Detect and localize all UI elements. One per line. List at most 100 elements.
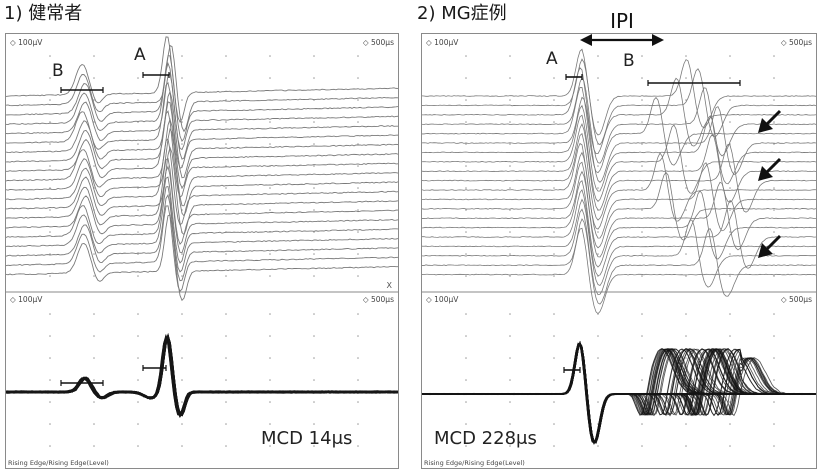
mg-top-grid-dot: [685, 187, 687, 189]
mg-top-grid-dot: [509, 231, 511, 233]
mg-bottom-grid-dot: [465, 357, 467, 359]
mg-top-grid-dot: [685, 275, 687, 277]
mg-bottom-grid-dot: [641, 357, 643, 359]
mg-top-grid-dot: [773, 55, 775, 57]
label-b: B: [623, 51, 635, 71]
mg-bottom-grid-dot: [773, 335, 775, 337]
healthy-top-grid-dot: [225, 253, 227, 255]
sweep-trace: [6, 44, 398, 133]
mg-bottom-grid-dot: [509, 357, 511, 359]
mg-top-grid-dot: [641, 275, 643, 277]
mg-top-grid-dot: [553, 253, 555, 255]
sweep-trace: [6, 185, 398, 273]
healthy-top-grid-dot: [357, 77, 359, 79]
mg-bottom-grid-dot: [773, 445, 775, 447]
healthy-top-grid-dot: [225, 55, 227, 57]
mg-bottom-grid-dot: [597, 379, 599, 381]
healthy-top-grid-dot: [49, 209, 51, 211]
healthy-top-grid-dot: [269, 143, 271, 145]
healthy-bottom-grid-dot: [357, 401, 359, 403]
ipi-arrow-right-icon: [652, 34, 664, 46]
mg-top-grid-dot: [465, 143, 467, 145]
healthy-bottom-grid-dot: [181, 313, 183, 315]
mg-bottom-grid-dot: [729, 423, 731, 425]
mg-top-grid-dot: [729, 209, 731, 211]
mg-bottom-grid-dot: [509, 423, 511, 425]
mg-top-grid-dot: [465, 231, 467, 233]
mg-top-grid-dot: [465, 121, 467, 123]
mg-top-grid-dot: [465, 209, 467, 211]
sweep-trace: [6, 72, 398, 160]
healthy-top-grid-dot: [93, 275, 95, 277]
mg-bottom-grid-dot: [597, 335, 599, 337]
healthy-top-grid-dot: [93, 253, 95, 255]
mg-bottom-grid-dot: [553, 401, 555, 403]
mg-top-grid-dot: [729, 77, 731, 79]
mg-top-grid-dot: [641, 121, 643, 123]
mg-bottom-time-label: ◇ 500μs: [781, 295, 812, 304]
sweep-trace: [422, 218, 816, 305]
healthy-bottom-grid-dot: [93, 401, 95, 403]
mg-top-grid-dot: [641, 55, 643, 57]
healthy-bottom-grid-dot: [181, 379, 183, 381]
healthy-top-grid-dot: [49, 275, 51, 277]
healthy-top-grid-dot: [269, 209, 271, 211]
mg-top-grid-dot: [597, 55, 599, 57]
sweep-trace: [6, 90, 398, 179]
superimposed-trace: [6, 337, 398, 416]
mg-bottom-grid-dot: [773, 313, 775, 315]
mcd-label-healthy: MCD 14μs: [261, 428, 352, 449]
mg-top-grid-dot: [729, 55, 731, 57]
healthy-top-grid-dot: [137, 231, 139, 233]
ipi-label: IPI: [610, 9, 634, 33]
healthy-bottom-grid-dot: [225, 357, 227, 359]
label-b: B: [52, 61, 64, 81]
healthy-top-grid-dot: [313, 209, 315, 211]
mg-top-grid-dot: [685, 253, 687, 255]
healthy-top-grid-dot: [137, 99, 139, 101]
healthy-top-grid-dot: [181, 99, 183, 101]
superimposed-trace: [6, 333, 398, 417]
mg-top-grid-dot: [509, 55, 511, 57]
healthy-top-grid-dot: [313, 77, 315, 79]
mg-bottom-grid-dot: [509, 335, 511, 337]
mg-top-grid-dot: [509, 275, 511, 277]
healthy-bottom-grid-dot: [49, 313, 51, 315]
sweep-trace: [422, 104, 816, 192]
healthy-bottom-grid-dot: [49, 445, 51, 447]
mg-top-grid-dot: [553, 143, 555, 145]
mg-top-grid-dot: [641, 187, 643, 189]
superimposed-trace: [6, 335, 398, 417]
emg-panel-mg: ◇ 100μV ◇ 500μs A B ◇ 100μV ◇ 500μs MCD 228μs R…: [421, 33, 817, 469]
sweep-trace: [6, 101, 398, 189]
healthy-bottom-grid-dot: [313, 401, 315, 403]
sweep-trace: [6, 117, 398, 207]
mg-top-grid-dot: [597, 77, 599, 79]
healthy-top-grid-dot: [49, 187, 51, 189]
healthy-bottom-grid-dot: [49, 357, 51, 359]
mg-bottom-grid-dot: [553, 357, 555, 359]
superimposed-trace: [6, 334, 398, 418]
trigger-label-healthy: Rising Edge/Rising Edge(Level): [8, 459, 109, 467]
mg-top-grid-dot: [553, 99, 555, 101]
healthy-top-grid-dot: [357, 99, 359, 101]
sweep-trace: [422, 122, 816, 211]
mg-bottom-grid-dot: [685, 335, 687, 337]
sweep-trace: [422, 142, 816, 230]
healthy-top-grid-dot: [269, 275, 271, 277]
mg-bottom-grid-dot: [509, 379, 511, 381]
corner-mark: X: [387, 281, 393, 290]
mg-top-grid-dot: [465, 99, 467, 101]
sweep-trace: [422, 86, 816, 174]
healthy-bottom-grid-dot: [225, 401, 227, 403]
healthy-top-grid-dot: [137, 55, 139, 57]
healthy-bottom-grid-dot: [269, 313, 271, 315]
healthy-bottom-time-label: ◇ 500μs: [363, 295, 394, 304]
mg-bottom-grid-dot: [597, 445, 599, 447]
mg-top-grid-dot: [729, 275, 731, 277]
mg-top-grid-dot: [685, 165, 687, 167]
trigger-label-mg: Rising Edge/Rising Edge(Level): [424, 459, 525, 467]
healthy-top-grid-dot: [357, 187, 359, 189]
healthy-top-grid-dot: [49, 99, 51, 101]
healthy-bottom-grid-dot: [313, 335, 315, 337]
